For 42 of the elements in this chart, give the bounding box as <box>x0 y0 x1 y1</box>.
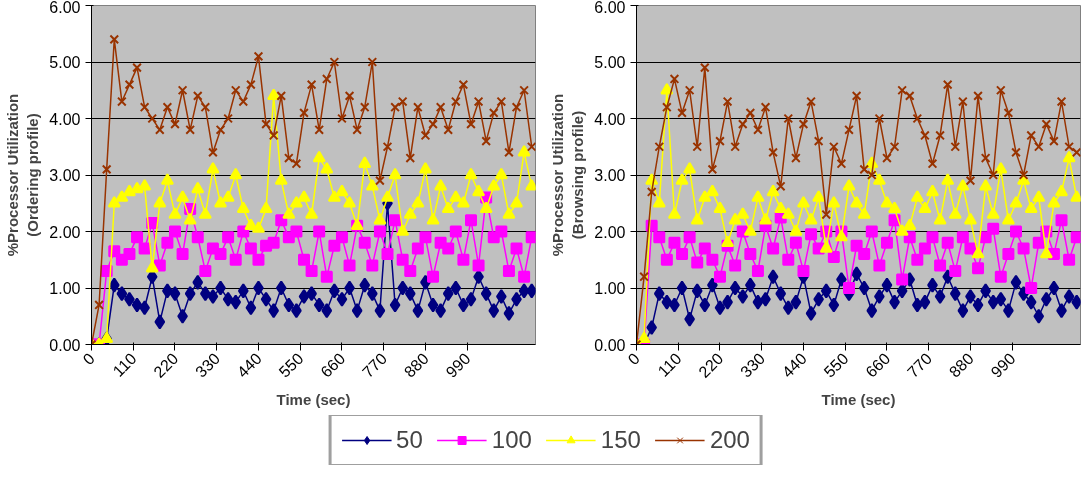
legend-label: 200 <box>709 426 750 454</box>
legend-label: 100 <box>491 426 532 454</box>
y-tick-label: 2.00 <box>594 223 626 241</box>
y-tick-label: 0.00 <box>49 336 81 354</box>
y-tick-label: 4.00 <box>594 110 626 128</box>
x-tick-label: 330 <box>737 349 769 381</box>
y-tick-label: 5.00 <box>49 54 81 71</box>
x-tick-label: 110 <box>654 349 685 380</box>
x-tick-label: 440 <box>233 349 265 381</box>
legend-label: 50 <box>396 426 423 454</box>
y-axis-title: %Processor Utilization (Browsing profile) <box>548 93 587 257</box>
x-tick-label: 660 <box>317 349 349 381</box>
y-tick-label: 2.00 <box>49 223 81 241</box>
x-tick-label: 220 <box>150 349 182 381</box>
x-tick-label: 220 <box>695 349 727 381</box>
x-tick-label: 770 <box>359 349 391 381</box>
x-tick-label: 330 <box>192 349 224 381</box>
x-tick-label: 440 <box>778 349 810 381</box>
y-tick-label: 6.00 <box>594 0 626 16</box>
x-tick-label: 660 <box>862 349 894 381</box>
y-tick-label: 0.00 <box>594 336 626 354</box>
x-tick-label: 990 <box>442 349 474 381</box>
x-tick-label: 0 <box>79 349 98 369</box>
x-tick-label: 0 <box>624 349 643 369</box>
y-tick-label: 1.00 <box>594 280 626 297</box>
x-tick-label: 770 <box>904 349 936 381</box>
x-tick-label: 990 <box>987 349 1019 381</box>
y-tick-label: 6.00 <box>49 0 81 16</box>
x-tick-label: 550 <box>275 349 307 381</box>
y-tick-label: 3.00 <box>49 167 81 184</box>
y-tick-label: 5.00 <box>594 54 626 71</box>
y-tick-label: 1.00 <box>49 280 81 297</box>
x-tick-label: 550 <box>820 349 852 381</box>
x-tick-label: 880 <box>400 349 432 381</box>
x-tick-label: 880 <box>945 349 977 381</box>
x-axis-title: Time (sec) <box>821 390 896 408</box>
legend-label: 150 <box>600 426 641 454</box>
x-axis-title: Time (sec) <box>276 390 351 408</box>
y-tick-label: 3.00 <box>594 167 626 184</box>
y-tick-label: 4.00 <box>49 110 81 128</box>
x-tick-label: 110 <box>109 349 140 380</box>
y-axis-title: %Processor Utilization (Ordering profile) <box>3 93 42 257</box>
